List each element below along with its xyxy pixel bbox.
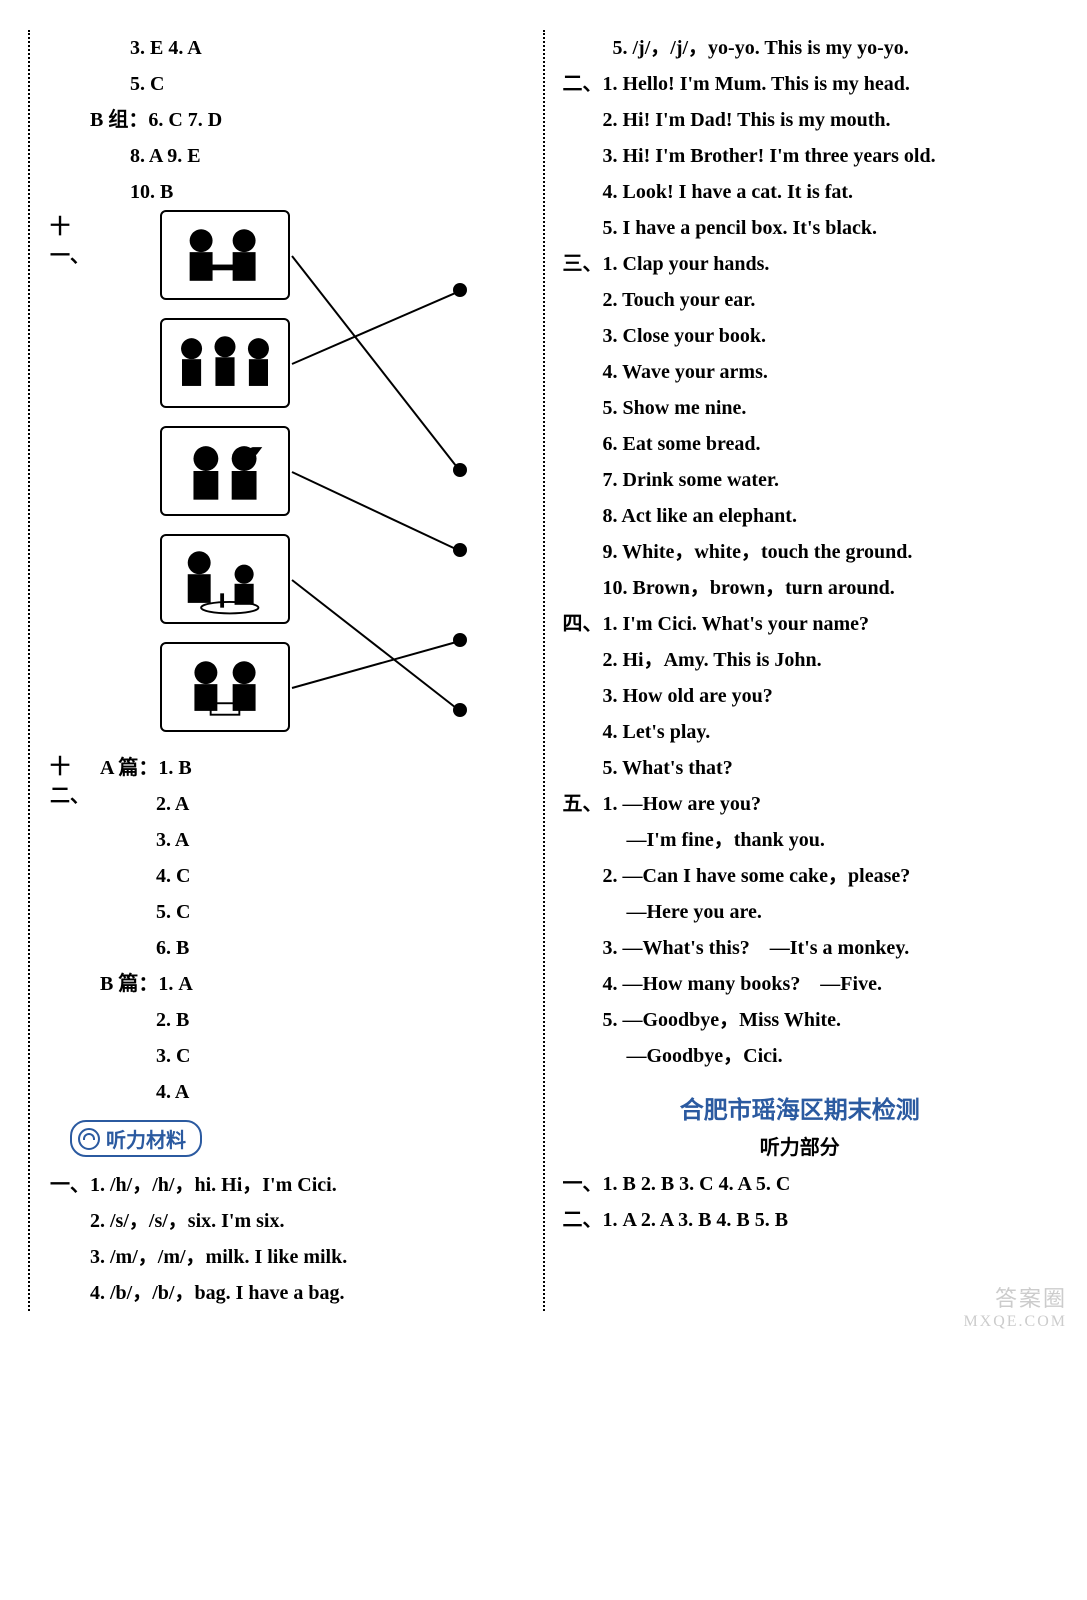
list-item: 五、1. —How are you? bbox=[563, 786, 1038, 822]
answer-line: 5. C bbox=[50, 66, 525, 102]
answer-text: 6. C 7. D bbox=[148, 109, 222, 131]
list-item: 5. Show me nine. bbox=[563, 390, 1038, 426]
exam-subtitle: 听力部分 bbox=[563, 1131, 1038, 1160]
list-item: 6. B bbox=[100, 930, 525, 966]
list-item: 5. —Goodbye，Miss White. bbox=[563, 1002, 1038, 1038]
list-item: 2. —Can I have some cake，please? bbox=[563, 858, 1038, 894]
list-item: 9. White，white，touch the ground. bbox=[563, 534, 1038, 570]
matching-thumb bbox=[160, 642, 290, 732]
section-label: 二、 bbox=[563, 1209, 603, 1231]
list-item: 4. Look! I have a cat. It is fat. bbox=[563, 174, 1038, 210]
list-item: B 篇：1. A bbox=[100, 966, 525, 1002]
watermark-line: MXQE.COM bbox=[963, 1313, 1067, 1331]
left-margin-dots bbox=[28, 30, 30, 1311]
list-item: 4. A bbox=[100, 1074, 525, 1110]
list-item: 2. /s/，/s/，six. I'm six. bbox=[50, 1203, 525, 1239]
section-label: 十一、 bbox=[50, 210, 100, 750]
list-item: —I'm fine，thank you. bbox=[563, 822, 1038, 858]
list-item: 4. —How many books? —Five. bbox=[563, 966, 1038, 1002]
section-12: 十二、 A 篇：1. B2. A3. A4. C5. C6. BB 篇：1. A… bbox=[50, 750, 525, 1110]
list-item: 10. Brown，brown，turn around. bbox=[563, 570, 1038, 606]
list-item: 3. Close your book. bbox=[563, 318, 1038, 354]
audio-section-2: 二、1. Hello! I'm Mum. This is my head.2. … bbox=[563, 66, 1038, 246]
list-item: 3. /m/，/m/，milk. I like milk. bbox=[50, 1239, 525, 1275]
answer-line: 10. B bbox=[50, 174, 525, 210]
matching-line bbox=[292, 290, 461, 365]
audio-section-3: 三、1. Clap your hands.2. Touch your ear.3… bbox=[563, 246, 1038, 606]
list-item: 5. C bbox=[100, 894, 525, 930]
list-item: 4. C bbox=[100, 858, 525, 894]
section-12-content: A 篇：1. B2. A3. A4. C5. C6. BB 篇：1. A2. B… bbox=[100, 750, 525, 1110]
list-item: 3. How old are you? bbox=[563, 678, 1038, 714]
headphones-icon bbox=[78, 1128, 100, 1150]
list-item: —Here you are. bbox=[563, 894, 1038, 930]
section-11: 十一、 bbox=[50, 210, 525, 750]
list-item: 一、1. /h/，/h/，hi. Hi，I'm Cici. bbox=[50, 1167, 525, 1203]
page: 3. E 4. A 5. C B 组：6. C 7. D 8. A 9. E 1… bbox=[0, 0, 1087, 1341]
group-b-label: B 组： bbox=[90, 109, 148, 131]
section-label: 十二、 bbox=[50, 750, 100, 1110]
list-item: 2. Hi，Amy. This is John. bbox=[563, 642, 1038, 678]
list-item: 2. A bbox=[100, 786, 525, 822]
left-column: 3. E 4. A 5. C B 组：6. C 7. D 8. A 9. E 1… bbox=[40, 30, 535, 1311]
list-item: 三、1. Clap your hands. bbox=[563, 246, 1038, 282]
exam-answers-row: 二、1. A 2. A 3. B 4. B 5. B bbox=[563, 1202, 1038, 1238]
list-item: 二、1. Hello! I'm Mum. This is my head. bbox=[563, 66, 1038, 102]
group-b-line: B 组：6. C 7. D bbox=[50, 102, 525, 138]
matching-thumb bbox=[160, 426, 290, 516]
audio-label: 听力材料 bbox=[106, 1124, 186, 1153]
audio-badge: 听力材料 bbox=[70, 1120, 202, 1157]
matching-dot bbox=[453, 633, 467, 647]
list-item: 4. /b/，/b/，bag. I have a bag. bbox=[50, 1275, 525, 1311]
list-item: 3. A bbox=[100, 822, 525, 858]
exam-answers-row: 一、1. B 2. B 3. C 4. A 5. C bbox=[563, 1166, 1038, 1202]
audio-section-4: 四、1. I'm Cici. What's your name?2. Hi，Am… bbox=[563, 606, 1038, 786]
answer-line: 8. A 9. E bbox=[50, 138, 525, 174]
list-item: 6. Eat some bread. bbox=[563, 426, 1038, 462]
audio-section-1: 一、1. /h/，/h/，hi. Hi，I'm Cici.2. /s/，/s/，… bbox=[50, 1167, 525, 1311]
section-label: 一、 bbox=[563, 1173, 603, 1195]
list-item: 2. Hi! I'm Dad! This is my mouth. bbox=[563, 102, 1038, 138]
answer-line: 3. E 4. A bbox=[50, 30, 525, 66]
matching-thumb bbox=[160, 534, 290, 624]
list-item: 5. /j/，/j/，yo-yo. This is my yo-yo. bbox=[563, 30, 1038, 66]
list-item: 2. B bbox=[100, 1002, 525, 1038]
list-item: —Goodbye，Cici. bbox=[563, 1038, 1038, 1074]
list-item: 3. —What's this? —It's a monkey. bbox=[563, 930, 1038, 966]
list-item: A 篇：1. B bbox=[100, 750, 525, 786]
answers: 1. B 2. B 3. C 4. A 5. C bbox=[603, 1173, 791, 1195]
matching-line bbox=[292, 471, 461, 552]
right-column: 5. /j/，/j/，yo-yo. This is my yo-yo. 二、1.… bbox=[553, 30, 1048, 1311]
list-item: 3. Hi! I'm Brother! I'm three years old. bbox=[563, 138, 1038, 174]
exam-title: 合肥市瑶海区期末检测 bbox=[563, 1090, 1038, 1125]
list-item: 4. Wave your arms. bbox=[563, 354, 1038, 390]
matching-diagram bbox=[160, 210, 525, 750]
list-item: 3. C bbox=[100, 1038, 525, 1074]
matching-line bbox=[291, 579, 460, 712]
matching-thumb bbox=[160, 210, 290, 300]
list-item: 5. I have a pencil box. It's black. bbox=[563, 210, 1038, 246]
column-divider bbox=[543, 30, 545, 1311]
list-item: 5. What's that? bbox=[563, 750, 1038, 786]
audio-section-5: 五、1. —How are you?—I'm fine，thank you.2.… bbox=[563, 786, 1038, 1074]
list-item: 4. Let's play. bbox=[563, 714, 1038, 750]
matching-dot bbox=[453, 283, 467, 297]
list-item: 7. Drink some water. bbox=[563, 462, 1038, 498]
list-item: 四、1. I'm Cici. What's your name? bbox=[563, 606, 1038, 642]
matching-line bbox=[291, 255, 461, 471]
matching-thumb bbox=[160, 318, 290, 408]
list-item: 8. Act like an elephant. bbox=[563, 498, 1038, 534]
list-item: 2. Touch your ear. bbox=[563, 282, 1038, 318]
answers: 1. A 2. A 3. B 4. B 5. B bbox=[603, 1209, 789, 1231]
